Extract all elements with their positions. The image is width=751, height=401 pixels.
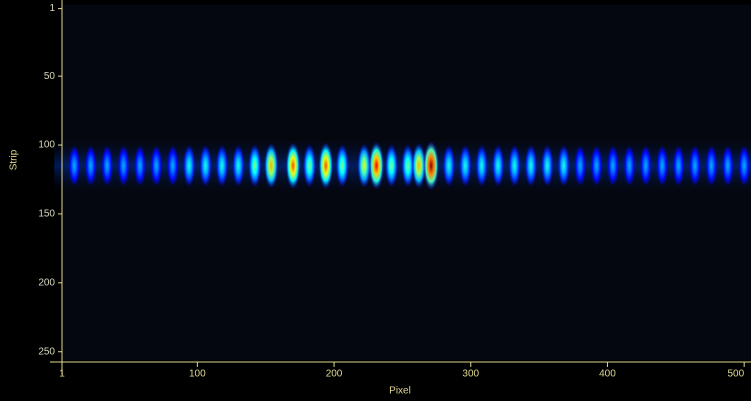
fringe: [491, 144, 505, 187]
fringe: [166, 145, 179, 187]
fringe: [101, 145, 114, 187]
fringe: [623, 145, 636, 187]
fringe: [357, 143, 371, 189]
fringe: [248, 143, 262, 188]
x-tick-label: 100: [189, 369, 206, 380]
fringe: [232, 144, 245, 187]
fringe: [590, 145, 603, 187]
fringe: [335, 143, 349, 188]
fringe: [442, 144, 456, 187]
fringe: [117, 145, 130, 187]
fringe: [423, 140, 440, 191]
fringe: [134, 145, 146, 187]
x-tick-label: 400: [599, 369, 616, 380]
fringe: [524, 144, 538, 187]
y-tick-label: 100: [38, 140, 55, 151]
fringe: [318, 142, 334, 190]
fringe: [459, 144, 472, 187]
fringe: [656, 145, 669, 187]
fringe: [302, 143, 316, 188]
fringe: [368, 141, 385, 190]
y-tick-label: 1: [49, 3, 55, 14]
fringe: [705, 145, 718, 187]
fringe: [541, 144, 554, 187]
y-tick-label: 250: [38, 346, 55, 357]
fringe: [639, 145, 652, 187]
fringe: [672, 145, 685, 187]
fringe: [182, 144, 196, 187]
fringe: [607, 145, 619, 187]
fringe: [574, 145, 587, 187]
y-tick-label: 150: [38, 209, 55, 220]
fringe: [721, 145, 734, 187]
y-axis-label: Strip: [9, 149, 20, 170]
x-tick-label: 500: [727, 369, 744, 380]
fringe: [68, 145, 81, 187]
fringe: [215, 144, 229, 187]
fringe: [264, 142, 279, 189]
fringe: [689, 145, 701, 187]
fringe: [285, 142, 301, 190]
fringe: [557, 144, 570, 187]
fringe: [475, 144, 488, 187]
fringe: [199, 144, 212, 187]
fringe: [150, 145, 163, 187]
x-tick-label: 300: [462, 369, 479, 380]
fringe: [508, 144, 521, 187]
x-axis-label: Pixel: [389, 386, 411, 397]
fringe: [738, 145, 751, 187]
x-tick-label: 1: [59, 369, 65, 380]
x-tick-label: 200: [326, 369, 343, 380]
y-tick-label: 50: [44, 71, 56, 82]
y-tick-label: 200: [38, 277, 55, 288]
fringe: [411, 142, 426, 189]
fringe: [84, 145, 97, 187]
fringe: [384, 143, 398, 188]
fringe: [401, 143, 415, 188]
